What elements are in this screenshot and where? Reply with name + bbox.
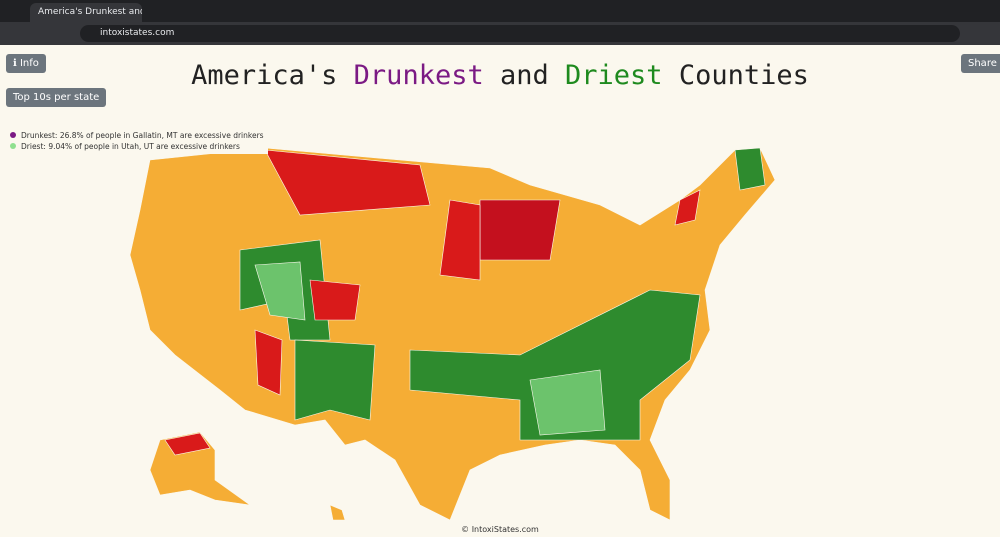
share-button[interactable]: Share [961,54,1000,73]
region-drunk [439,199,481,281]
title-word: and [499,60,549,91]
url-field[interactable]: intoxistates.com [80,25,960,42]
address-bar: intoxistates.com [0,22,1000,45]
page-title: America's Drunkest and Driest Counties [0,60,1000,91]
legend: Drunkest: 26.8% of people in Gallatin, M… [6,128,268,154]
region-drunk [309,279,361,321]
footer: © IntoxiStates.com [461,525,539,534]
region-dry [254,261,306,321]
hawaii[interactable] [329,504,346,521]
region-dry [529,369,606,436]
region-dry [409,289,701,441]
info-button[interactable]: ℹ Info [6,54,46,73]
title-word: Counties [678,60,809,91]
tab[interactable]: America's Drunkest and Driest [30,3,142,22]
tab-bar: America's Drunkest and Driest [0,0,1000,22]
region-drunk [479,199,561,261]
region-dry [734,147,766,191]
title-word: America's [191,60,338,91]
title-driest: Driest [565,60,663,91]
title-drunkest: Drunkest [353,60,484,91]
legend-dot [10,143,16,149]
region-drunk [164,432,211,456]
region-drunk [254,329,283,396]
top10-button[interactable]: Top 10s per state [6,88,107,107]
region-dry [294,339,376,421]
legend-item: Driest: 9.04% of people in Utah, UT are … [10,141,264,152]
legend-dot [10,132,16,138]
legend-item: Drunkest: 26.8% of people in Gallatin, M… [10,130,264,141]
region-drunk [264,149,431,216]
legend-text: Driest: 9.04% of people in Utah, UT are … [21,142,240,151]
map [129,147,776,521]
legend-text: Drunkest: 26.8% of people in Gallatin, M… [21,131,264,140]
region-drunk [674,189,701,226]
